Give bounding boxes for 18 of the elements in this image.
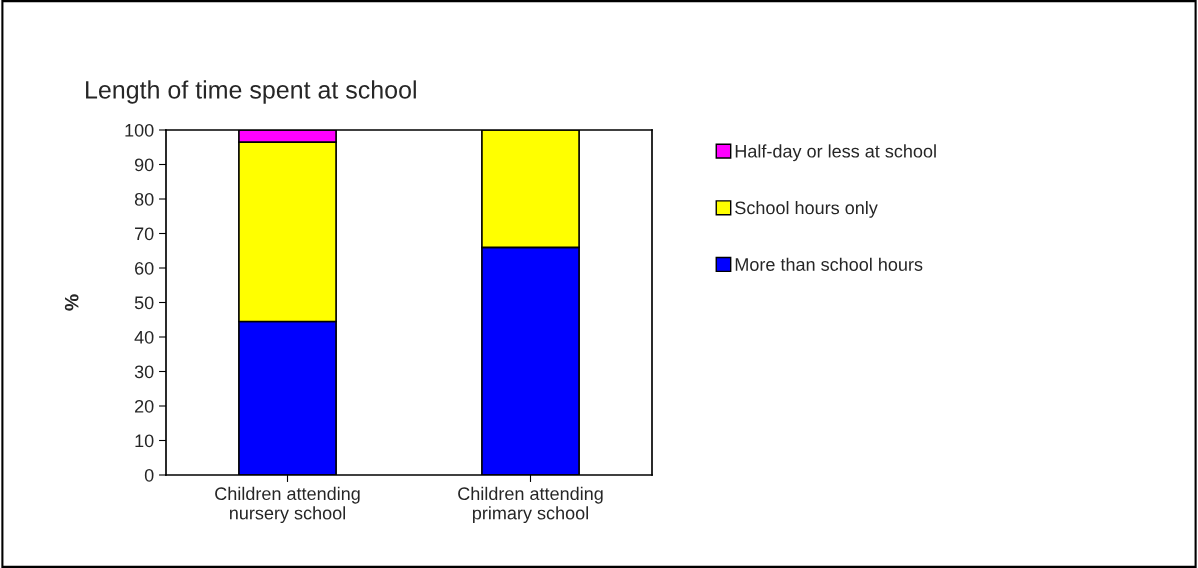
x-tick-label: Children attending nursery school (215, 486, 360, 524)
y-tick-label: 20 (135, 399, 154, 413)
legend-label: School hours only (735, 201, 878, 218)
y-tick-label: 30 (134, 365, 154, 379)
y-tick-label: 10 (135, 434, 154, 448)
y-tick-label: 90 (134, 158, 154, 172)
y-tick-label: 60 (135, 261, 154, 275)
legend-label: More than school hours (735, 257, 923, 271)
y-tick-label: 70 (135, 227, 154, 241)
y-tick-label: 100 (125, 123, 154, 137)
y-tick-label: 0 (144, 468, 154, 482)
y-tick-label: 40 (134, 330, 154, 344)
y-tick-label: 80 (134, 192, 154, 206)
chart-title: Length of time spent at school (86, 80, 416, 104)
x-tick-label: Children attending primary school (458, 486, 603, 524)
legend-label: Half-day or less at school (735, 144, 936, 162)
y-axis-title: % (64, 294, 79, 311)
y-tick-label: 50 (134, 296, 154, 310)
